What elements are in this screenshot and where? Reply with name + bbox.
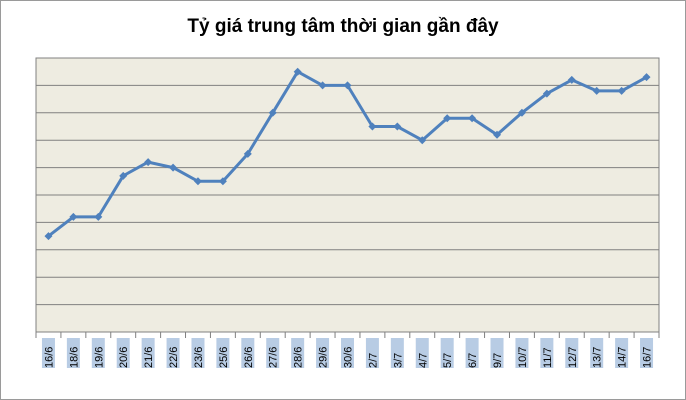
x-tick-label-bg	[415, 338, 429, 368]
x-tick-label-bg	[390, 338, 404, 368]
x-tick-label-bg	[490, 338, 504, 368]
x-tick-label-bg	[365, 338, 379, 368]
x-tick-label: 2/7	[367, 353, 379, 368]
data-point	[592, 86, 601, 95]
data-point	[268, 108, 277, 117]
x-tick-label-bg	[191, 338, 205, 368]
x-tick-label: 26/6	[243, 347, 255, 368]
x-tick-label: 6/7	[467, 353, 479, 368]
x-tick-label: 4/7	[417, 353, 429, 368]
x-tick-label: 30/6	[343, 347, 355, 368]
x-tick-label-bg	[266, 338, 280, 368]
x-tick-label-bg	[166, 338, 180, 368]
x-tick-label-bg	[116, 338, 130, 368]
x-tick-label-bg	[316, 338, 330, 368]
data-point	[169, 163, 178, 172]
data-point	[468, 114, 477, 123]
x-tick-label-bg	[216, 338, 230, 368]
x-tick-label-bg	[615, 338, 629, 368]
x-tick-label: 9/7	[492, 353, 504, 368]
x-tick-label: 29/6	[318, 347, 330, 368]
data-point	[368, 122, 377, 131]
data-point	[243, 149, 252, 158]
x-tick-label: 5/7	[442, 353, 454, 368]
x-tick-label-bg	[141, 338, 155, 368]
x-tick-label-bg	[241, 338, 255, 368]
data-point	[318, 81, 327, 90]
data-point	[69, 212, 78, 221]
data-point	[119, 171, 128, 180]
x-tick-label: 19/6	[93, 347, 105, 368]
data-point	[144, 158, 153, 167]
x-tick-label-bg	[565, 338, 579, 368]
data-point	[542, 89, 551, 98]
x-tick-label-bg	[590, 338, 604, 368]
x-tick-label: 10/7	[517, 347, 529, 368]
data-point	[343, 81, 352, 90]
data-point	[193, 177, 202, 186]
data-point	[218, 177, 227, 186]
x-tick-label-bg	[91, 338, 105, 368]
x-tick-label-bg	[515, 338, 529, 368]
x-tick-label: 27/6	[268, 347, 280, 368]
chart-title: Tỷ giá trung tâm thời gian gần đây	[187, 16, 499, 37]
x-tick-label: 12/7	[567, 347, 579, 368]
x-tick-label: 16/6	[43, 347, 55, 368]
x-tick-label-bg	[640, 338, 654, 368]
x-tick-label: 13/7	[592, 347, 604, 368]
x-tick-label: 20/6	[118, 347, 130, 368]
data-point	[293, 67, 302, 76]
x-tick-label: 25/6	[218, 347, 230, 368]
x-tick-label: 16/7	[642, 347, 654, 368]
x-tick-label: 3/7	[392, 353, 404, 368]
x-tick-label-bg	[41, 338, 55, 368]
data-point	[94, 212, 103, 221]
data-point	[443, 114, 452, 123]
data-point	[642, 73, 651, 82]
data-point	[617, 86, 626, 95]
data-point	[393, 122, 402, 131]
data-point	[418, 136, 427, 145]
x-tick-label: 23/6	[193, 347, 205, 368]
x-tick-label-bg	[465, 338, 479, 368]
data-point	[517, 108, 526, 117]
x-tick-label: 11/7	[542, 347, 554, 368]
data-point	[44, 232, 53, 241]
data-point	[493, 130, 502, 139]
x-tick-label: 28/6	[293, 347, 305, 368]
x-tick-label-bg	[66, 338, 80, 368]
x-tick-label: 22/6	[168, 347, 180, 368]
x-tick-label-bg	[341, 338, 354, 368]
x-tick-label-bg	[291, 338, 305, 368]
x-tick-label: 21/6	[143, 347, 155, 368]
data-point	[567, 75, 576, 84]
x-tick-label: 14/7	[617, 347, 629, 368]
x-tick-label-bg	[540, 338, 554, 368]
x-tick-label-bg	[440, 338, 454, 368]
x-tick-label: 18/6	[68, 347, 80, 368]
